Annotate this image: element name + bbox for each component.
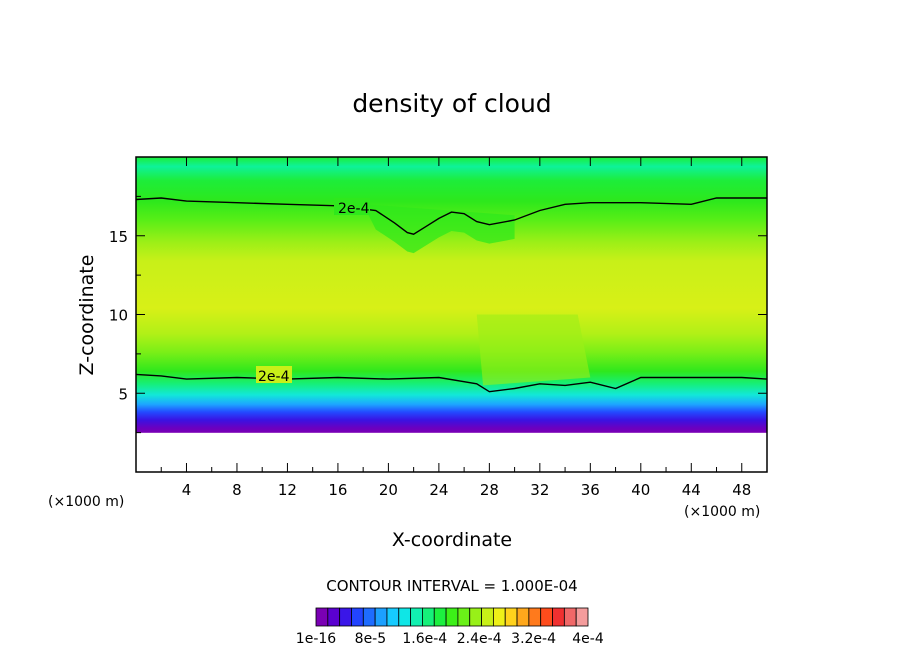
colorbar-tick-label: 8e-5 — [355, 631, 386, 647]
colorbar-swatch — [469, 607, 482, 627]
x-tick-label: 20 — [379, 481, 398, 499]
contour-label-bg-upper — [334, 198, 370, 215]
y-unit-label: (×1000 m) — [48, 494, 124, 510]
x-unit-label: (×1000 m) — [684, 504, 760, 520]
colorbar-swatch — [492, 607, 506, 627]
colorbar-swatch — [563, 607, 577, 627]
x-tick-label: 32 — [530, 481, 549, 499]
cloud-free-region — [136, 438, 767, 472]
colorbar-swatch — [374, 607, 388, 627]
colorbar-swatch — [315, 607, 329, 627]
colorbar-swatch — [552, 607, 565, 627]
contour-label-upper: 2e-4 — [338, 201, 370, 217]
x-axis-ticks: 4 8 12 16 20 24 28 32 36 40 44 48 — [160, 157, 751, 499]
colorbar-tick-label: 3.2e-4 — [511, 631, 556, 647]
x-tick-label: 12 — [278, 481, 297, 499]
contour-interval-label: CONTOUR INTERVAL = 1.000E-04 — [326, 577, 577, 595]
colorbar-swatch — [516, 607, 530, 627]
x-tick-label: 40 — [631, 481, 650, 499]
y-tick-label: 5 — [118, 385, 128, 403]
colorbar-swatch — [445, 607, 459, 627]
x-tick-label: 4 — [182, 481, 192, 499]
contour-label-lower: 2e-4 — [258, 369, 290, 385]
colorbar-tick-label: 1e-16 — [296, 631, 336, 647]
dip-region — [363, 204, 515, 254]
y-tick-label: 15 — [109, 228, 128, 246]
plot-area — [136, 157, 767, 472]
x-tick-label: 16 — [328, 481, 347, 499]
colorbar-swatch — [327, 607, 341, 627]
y-axis-ticks: 5 10 15 — [109, 195, 767, 434]
colorbar-tick-label: 2.4e-4 — [457, 631, 502, 647]
colorbar-tick-label: 1.6e-4 — [402, 631, 447, 647]
colorbar-swatch — [528, 607, 542, 627]
chart-title: density of cloud — [352, 89, 551, 118]
y-axis-label: Z-coordinate — [76, 255, 98, 376]
contour-upper-2e-4 — [136, 197, 767, 235]
contour-label-bg-lower — [256, 366, 292, 383]
colorbar-swatch — [351, 607, 364, 627]
colorbar-swatch — [540, 607, 553, 627]
x-tick-label: 28 — [480, 481, 499, 499]
x-tick-label: 48 — [732, 481, 751, 499]
colorbar-swatch — [410, 607, 423, 627]
colorbar-swatch — [422, 607, 435, 627]
colorbar-swatch — [386, 607, 400, 627]
colorbar-tick-label: 4e-4 — [572, 631, 604, 647]
colorbar-swatch — [433, 607, 447, 627]
colorbar-swatch — [339, 607, 352, 627]
contour-lower-2e-4 — [136, 373, 767, 393]
y-tick-label: 10 — [109, 307, 128, 325]
x-tick-label: 24 — [429, 481, 448, 499]
density-field — [136, 157, 767, 472]
colorbar-swatch — [575, 607, 589, 627]
x-tick-label: 8 — [232, 481, 242, 499]
colorbar-swatch — [398, 607, 412, 627]
x-tick-label: 44 — [682, 481, 701, 499]
x-axis-label: X-coordinate — [392, 529, 512, 551]
colorbar-swatch — [362, 607, 376, 627]
colorbar-swatch — [457, 607, 471, 627]
colorbar: 1e-16 8e-5 1.6e-4 2.4e-4 3.2e-4 4e-4 — [296, 607, 604, 647]
colorbar-swatch — [481, 607, 494, 627]
x-tick-label: 36 — [581, 481, 600, 499]
colorbar-swatch — [504, 607, 518, 627]
turbulent-region — [476, 314, 591, 386]
